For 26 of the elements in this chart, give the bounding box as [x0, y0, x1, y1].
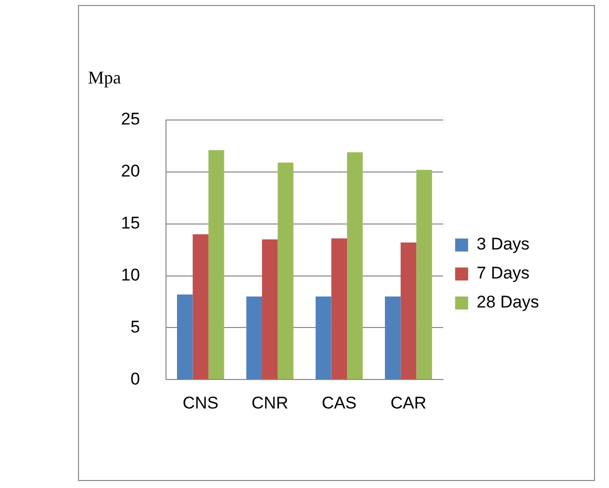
bar: [400, 242, 416, 380]
x-tick-label: CNS: [182, 393, 219, 412]
bar: [177, 294, 193, 380]
y-tick-label: 5: [130, 317, 140, 336]
bar: [384, 296, 401, 380]
y-tick-label: 15: [120, 214, 140, 233]
bar: [278, 162, 294, 380]
x-tick-label: CAS: [322, 393, 357, 412]
bar: [316, 296, 332, 380]
x-tick-label: CAR: [390, 393, 426, 412]
bar: [208, 150, 224, 380]
y-axis-title: Mpa: [88, 68, 122, 88]
bar: [246, 296, 262, 380]
y-tick-label: 0: [130, 369, 140, 388]
bar: [192, 234, 208, 380]
y-tick-label: 25: [120, 110, 140, 129]
x-tick-label: CNR: [251, 393, 288, 412]
y-tick-label: 10: [120, 265, 140, 284]
legend-label: 7 Days: [476, 264, 530, 283]
bar: [347, 152, 363, 380]
bar: [262, 239, 278, 380]
bar: [331, 238, 348, 380]
bar: [416, 170, 432, 380]
legend-label: 3 Days: [476, 234, 530, 254]
y-tick-label: 20: [120, 162, 140, 181]
legend-label: 28 Days: [476, 292, 540, 312]
